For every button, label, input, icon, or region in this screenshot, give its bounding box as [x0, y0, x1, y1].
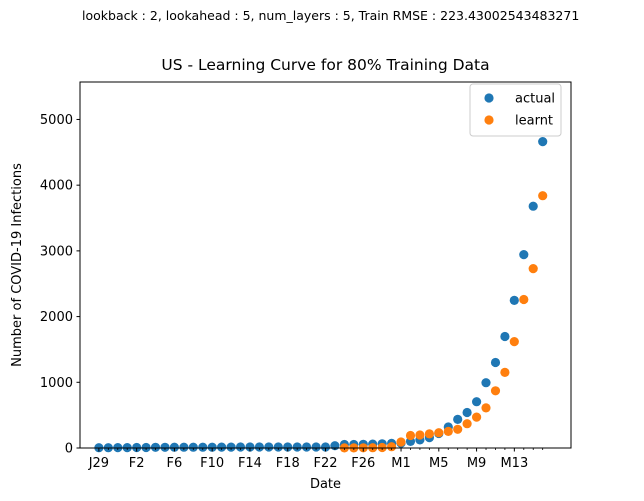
point-learnt — [434, 428, 444, 438]
point-learnt — [405, 430, 416, 441]
point-learnt — [424, 429, 434, 439]
point-actual — [302, 442, 312, 452]
point-actual — [490, 357, 501, 368]
x-tick-label: F22 — [313, 456, 337, 471]
x-tick-label: M9 — [467, 456, 487, 471]
point-actual — [311, 442, 321, 452]
point-learnt — [509, 337, 519, 347]
x-tick-label: F10 — [200, 456, 224, 471]
point-actual — [273, 442, 283, 452]
point-actual — [226, 442, 236, 452]
data-points — [94, 137, 548, 453]
legend-label-actual: actual — [515, 92, 555, 107]
point-actual — [472, 397, 482, 407]
point-learnt — [472, 412, 482, 422]
point-actual — [235, 442, 246, 452]
point-learnt — [387, 442, 397, 452]
point-learnt — [453, 424, 463, 434]
axes: 0 1000 2000 3000 4000 5000 J29 F2 F6 F10 F14 F18 F22… — [40, 81, 572, 471]
point-actual — [481, 378, 491, 388]
point-actual — [169, 442, 179, 452]
x-tick-label: F2 — [129, 456, 145, 471]
x-tick-label: F6 — [167, 456, 183, 471]
point-actual — [207, 442, 217, 452]
point-actual — [264, 442, 274, 452]
legend-marker-learnt — [484, 115, 494, 125]
point-learnt — [538, 191, 548, 201]
x-tick-label: J29 — [88, 456, 109, 471]
point-actual — [179, 442, 189, 452]
y-tick-label: 0 — [65, 442, 73, 457]
point-actual — [500, 331, 510, 342]
point-actual — [538, 137, 548, 147]
point-learnt — [462, 419, 472, 429]
point-actual — [188, 442, 198, 452]
point-actual — [462, 407, 472, 418]
x-axis-label: Date — [310, 477, 341, 492]
y-tick-label: 4000 — [40, 179, 73, 194]
legend-label-learnt: learnt — [515, 114, 553, 129]
point-learnt — [443, 426, 453, 436]
x-tick-label: M13 — [500, 456, 528, 471]
y-tick-label: 5000 — [40, 113, 73, 128]
point-actual — [528, 201, 538, 211]
point-actual — [254, 442, 264, 452]
chart-title: US - Learning Curve for 80% Training Dat… — [161, 56, 489, 74]
y-tick-label: 2000 — [40, 310, 73, 325]
x-tick-label: F14 — [238, 456, 262, 471]
point-actual — [519, 250, 529, 260]
y-tick-label: 1000 — [40, 376, 73, 391]
point-actual — [509, 295, 519, 305]
x-tick-label: F18 — [276, 456, 300, 471]
point-actual — [245, 442, 255, 452]
point-learnt — [519, 294, 529, 305]
point-learnt — [396, 437, 406, 447]
point-actual — [150, 442, 161, 452]
y-tick-label: 3000 — [40, 244, 73, 259]
point-actual — [320, 442, 331, 452]
point-actual — [283, 442, 293, 452]
legend-marker-actual — [484, 93, 494, 103]
point-actual — [453, 414, 463, 424]
x-tick-label: M5 — [429, 456, 449, 471]
point-actual — [198, 442, 208, 452]
suptitle: lookback : 2, lookahead : 5, num_layers … — [82, 8, 580, 23]
point-learnt — [500, 367, 510, 377]
point-learnt — [481, 403, 491, 413]
legend: actual learnt — [469, 83, 562, 137]
point-learnt — [490, 386, 501, 396]
point-actual — [160, 442, 170, 452]
point-actual — [217, 442, 227, 452]
point-learnt — [528, 264, 538, 274]
point-actual — [292, 442, 302, 452]
point-learnt — [415, 430, 425, 440]
x-tick-label: F26 — [351, 456, 375, 471]
y-axis-label: Number of COVID-19 Infections — [10, 163, 25, 367]
x-tick-label: M1 — [391, 456, 411, 471]
